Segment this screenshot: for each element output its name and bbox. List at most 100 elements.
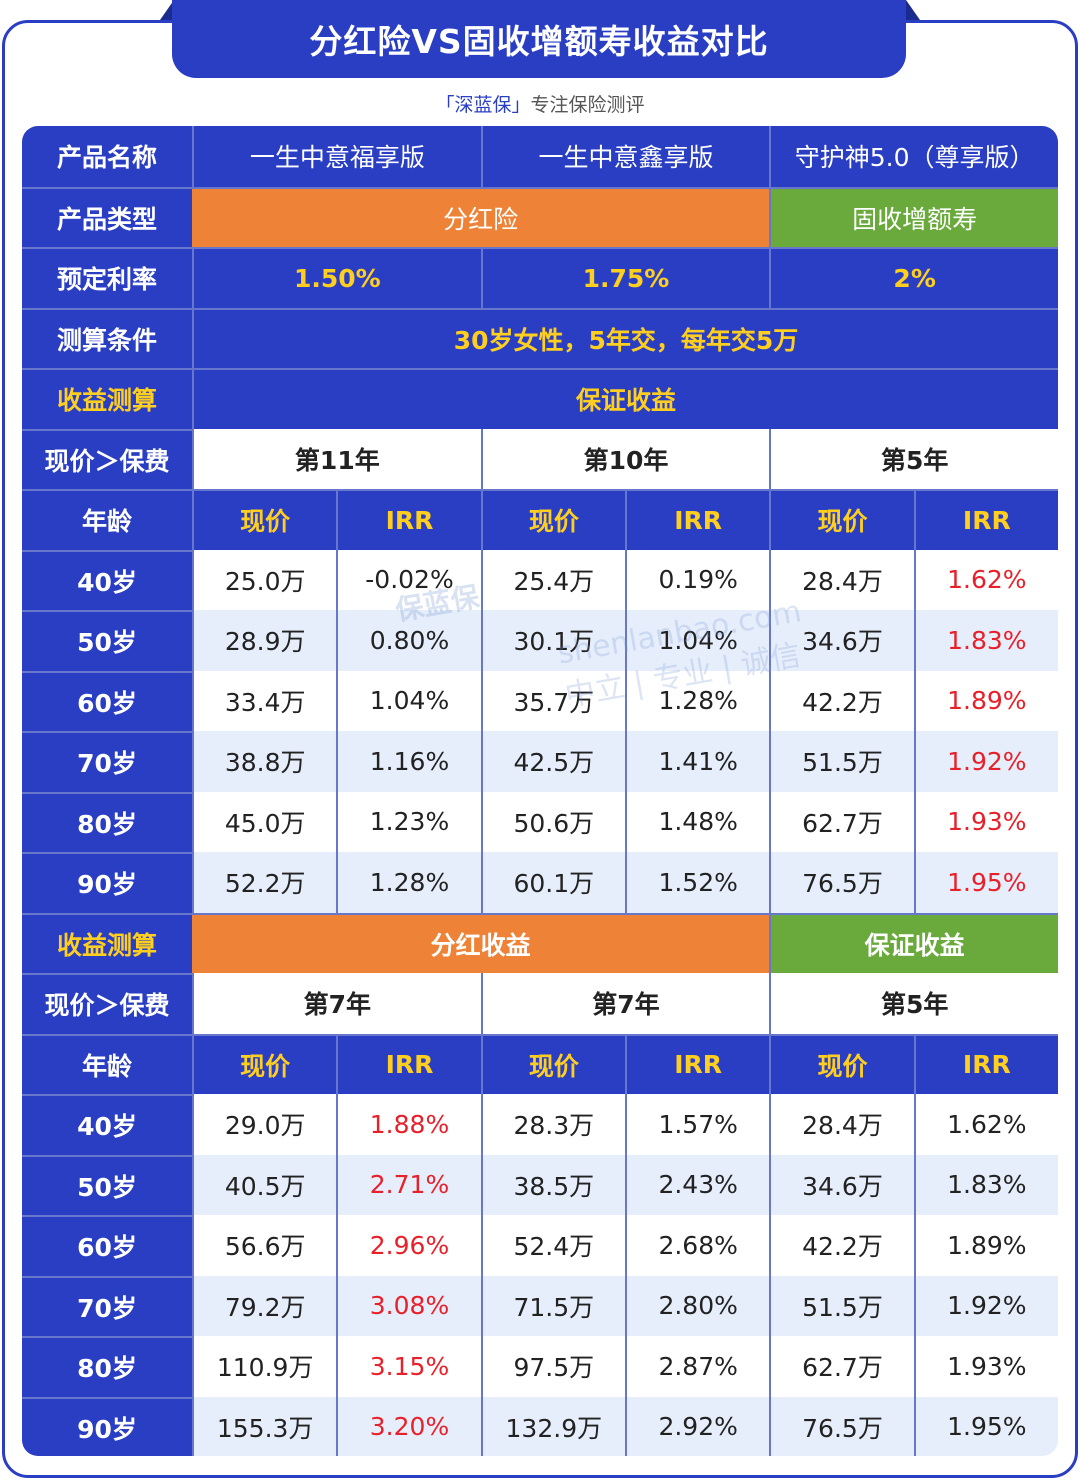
irr-value: 1.92% [913,731,1058,792]
age-cell: 50岁 [22,610,192,671]
cash-value: 45.0万 [192,791,337,852]
product-name-cell: 守护神5.0（尊享版） [769,126,1058,187]
irr-value: -0.02% [336,549,481,610]
cv-year-cell: 第5年 [769,428,1058,489]
cash-value: 25.4万 [480,549,625,610]
irr-value: 0.80% [336,610,481,671]
section-title-guaranteed: 保证收益 [769,912,1058,973]
cash-value: 28.3万 [480,1094,625,1155]
cash-value: 71.5万 [480,1275,625,1336]
section-title: 保证收益 [192,368,1058,429]
subtitle-brand: 「深蓝保」 [435,94,531,116]
cash-value: 60.1万 [480,852,625,913]
cash-value: 25.0万 [192,549,337,610]
irr-value: 1.23% [336,791,481,852]
irr-value: 1.04% [625,610,770,671]
product-type-fixed: 固收增额寿 [769,186,1058,247]
row-label-cv-gt-premium: 现价＞保费 [22,428,192,489]
cash-value: 62.7万 [769,1336,914,1397]
age-cell: 90岁 [22,1396,192,1456]
row-label-product-name: 产品名称 [22,126,192,187]
irr-value: 1.48% [625,791,770,852]
irr-value: 1.28% [336,852,481,913]
col-header-irr: IRR [336,1033,481,1094]
rate-cell: 2% [769,247,1058,308]
cash-value: 76.5万 [769,852,914,913]
irr-value: 0.19% [625,549,770,610]
age-cell: 50岁 [22,1154,192,1215]
col-header-irr: IRR [336,489,481,550]
age-cell: 70岁 [22,731,192,792]
cash-value: 34.6万 [769,610,914,671]
cash-value: 52.4万 [480,1215,625,1276]
cv-year-cell: 第7年 [480,973,770,1034]
product-name-cell: 一生中意福享版 [192,126,481,187]
col-header-irr: IRR [913,489,1058,550]
cash-value: 30.1万 [480,610,625,671]
age-cell: 60岁 [22,670,192,731]
subtitle-text: 专注保险测评 [530,94,645,116]
cash-value: 42.2万 [769,1215,914,1276]
cash-value: 56.6万 [192,1215,337,1276]
irr-value: 2.80% [625,1275,770,1336]
irr-value: 1.89% [913,1215,1058,1276]
cash-value: 42.5万 [480,731,625,792]
cash-value: 76.5万 [769,1396,914,1456]
irr-value: 1.92% [913,1275,1058,1336]
irr-value: 2.96% [336,1215,481,1276]
irr-value: 2.87% [625,1336,770,1397]
row-label-condition: 测算条件 [22,307,192,368]
col-header-cash-value: 现价 [480,1033,625,1094]
cash-value: 52.2万 [192,852,337,913]
irr-value: 2.92% [625,1396,770,1456]
col-header-irr: IRR [913,1033,1058,1094]
cv-year-cell: 第10年 [480,428,770,489]
condition-cell: 30岁女性，5年交，每年交5万 [192,307,1058,368]
product-type-dividend: 分红险 [192,186,770,247]
irr-value: 1.57% [625,1094,770,1155]
age-cell: 80岁 [22,791,192,852]
age-cell: 40岁 [22,549,192,610]
age-cell: 70岁 [22,1275,192,1336]
section-label: 收益测算 [22,368,192,429]
irr-value: 1.88% [336,1094,481,1155]
irr-value: 2.43% [625,1154,770,1215]
page-title: 分红险VS固收增额寿收益对比 [172,0,906,78]
subtitle: 「深蓝保」专注保险测评 [0,90,1080,117]
irr-value: 1.83% [913,1154,1058,1215]
irr-value: 3.15% [336,1336,481,1397]
cv-year-cell: 第5年 [769,973,1058,1034]
rate-cell: 1.50% [192,247,481,308]
irr-value: 2.68% [625,1215,770,1276]
irr-value: 1.95% [913,1396,1058,1456]
cash-value: 62.7万 [769,791,914,852]
cash-value: 35.7万 [480,670,625,731]
col-header-cash-value: 现价 [769,489,914,550]
irr-value: 1.52% [625,852,770,913]
cash-value: 132.9万 [480,1396,625,1456]
irr-value: 1.04% [336,670,481,731]
age-cell: 60岁 [22,1215,192,1276]
cash-value: 28.4万 [769,549,914,610]
cash-value: 34.6万 [769,1154,914,1215]
irr-value: 2.71% [336,1154,481,1215]
product-name-cell: 一生中意鑫享版 [480,126,770,187]
cash-value: 155.3万 [192,1396,337,1456]
cash-value: 50.6万 [480,791,625,852]
irr-value: 1.16% [336,731,481,792]
col-header-cash-value: 现价 [192,489,337,550]
irr-value: 1.62% [913,1094,1058,1155]
row-label-age: 年龄 [22,1033,192,1094]
col-header-cash-value: 现价 [480,489,625,550]
cv-year-cell: 第11年 [192,428,481,489]
cash-value: 79.2万 [192,1275,337,1336]
cash-value: 38.5万 [480,1154,625,1215]
irr-value: 1.28% [625,670,770,731]
row-label-cv-gt-premium: 现价＞保费 [22,973,192,1034]
col-header-irr: IRR [625,489,770,550]
age-cell: 90岁 [22,852,192,913]
irr-value: 1.83% [913,610,1058,671]
row-label-age: 年龄 [22,489,192,550]
irr-value: 1.93% [913,791,1058,852]
irr-value: 1.89% [913,670,1058,731]
